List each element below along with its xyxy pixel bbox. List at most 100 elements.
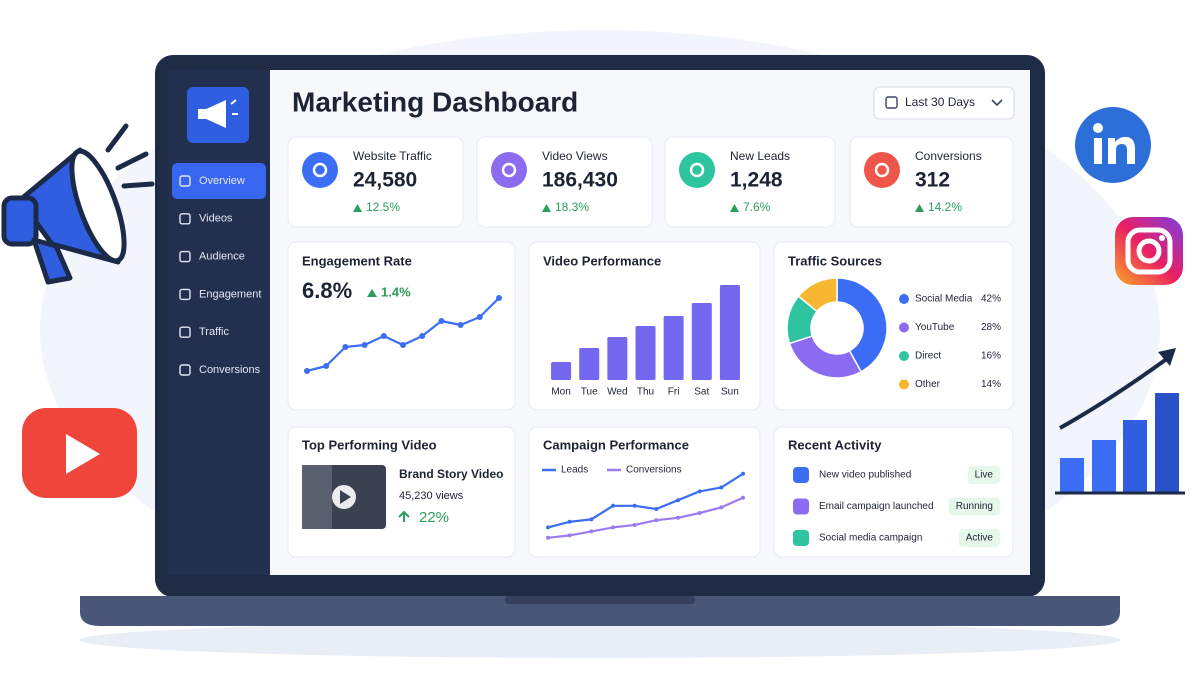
kpi-icon-glyph — [689, 162, 705, 178]
kpi-label: Conversions — [915, 149, 982, 163]
page-title: Marketing Dashboard — [292, 86, 578, 117]
nav-item[interactable]: Videos — [199, 213, 233, 225]
recent-activity: New video published Live Email campaign la… — [793, 466, 1000, 547]
kpi-row: Website Traffic 24,580 12.5% Video Views 186… — [287, 136, 1014, 228]
activity-text: Email campaign launched — [819, 501, 934, 512]
nav-item[interactable]: Overview — [199, 175, 245, 187]
point — [567, 519, 572, 524]
kpi-change: 7.6% — [743, 200, 771, 214]
activity-text: New video published — [819, 470, 911, 481]
point — [632, 503, 637, 508]
activity-icon — [793, 467, 809, 483]
nav-item[interactable]: Conversions — [199, 364, 261, 376]
kpi-icon — [491, 152, 527, 188]
bar — [691, 303, 712, 380]
nav-item[interactable]: Traffic — [199, 326, 229, 338]
kpi-label: Video Views — [542, 149, 608, 163]
nav-icon — [179, 213, 191, 225]
nav-icon — [179, 288, 191, 301]
point — [476, 314, 483, 320]
point — [589, 529, 594, 534]
legend-dot — [899, 351, 909, 361]
point — [342, 344, 349, 350]
up-arrow — [915, 204, 924, 212]
shadow — [80, 622, 1120, 658]
panel-title: Top Performing Video — [302, 437, 437, 452]
kpi-icon — [679, 152, 715, 188]
youtube-icon — [22, 408, 137, 498]
nav-item[interactable]: Engagement — [199, 288, 261, 300]
legend-dot — [899, 322, 909, 333]
x-tick-label: Sat — [694, 387, 709, 398]
up-arrow — [542, 204, 551, 212]
bar — [635, 326, 656, 380]
date-dropdown[interactable]: Last 30 Days — [873, 86, 1015, 120]
point — [611, 503, 615, 508]
kpi-value: 186,430 — [542, 169, 618, 192]
activity-text: Social media campaign — [819, 533, 922, 544]
status-badge — [967, 466, 1000, 484]
kpi-value: 24,580 — [353, 169, 417, 192]
bar — [663, 316, 684, 380]
point — [697, 511, 702, 515]
point — [697, 489, 702, 494]
pie-slice — [797, 277, 838, 313]
growth-icon — [1055, 348, 1185, 495]
sidebar — [168, 70, 270, 575]
activity-icon — [793, 498, 809, 515]
nav-item[interactable]: Audience — [199, 251, 245, 263]
instagram-icon — [1115, 217, 1183, 285]
kpi-change: 18.3% — [555, 200, 589, 214]
kpi-icon — [864, 152, 900, 188]
bar — [607, 337, 628, 380]
top-video: Top Performing Video Brand Story Video 4… — [302, 437, 503, 529]
point — [457, 322, 464, 328]
x-tick-label: Fri — [668, 387, 680, 398]
point — [323, 363, 330, 369]
activity-status: Running — [956, 501, 993, 512]
point — [496, 295, 502, 301]
data-label: 16% — [981, 351, 1001, 362]
point — [741, 471, 745, 476]
bar — [551, 362, 572, 380]
kpi-icon-glyph — [312, 162, 328, 178]
up-arrow — [353, 204, 362, 212]
date-range[interactable]: Last 30 Days — [905, 95, 975, 109]
linkedin-icon — [1075, 107, 1151, 183]
x-tick-label: Thu — [637, 387, 654, 398]
point — [676, 515, 680, 520]
kpi-icon-glyph — [874, 162, 890, 178]
activity-status: Active — [966, 533, 994, 544]
line — [547, 496, 744, 539]
panel-title: Campaign Performance — [543, 437, 689, 452]
nav-active[interactable] — [172, 163, 266, 199]
point — [546, 525, 550, 530]
line — [547, 472, 744, 529]
megaphone-icon — [1, 123, 155, 285]
data-label: 42% — [981, 294, 1001, 305]
legend-dot — [899, 294, 909, 304]
nav-icon — [179, 326, 191, 338]
activity-status: Live — [975, 470, 994, 481]
legend-label: YouTube — [915, 322, 955, 333]
point — [361, 342, 368, 348]
legend-label: Leads — [561, 465, 588, 476]
activity-icon — [793, 530, 809, 546]
bar — [579, 348, 600, 380]
point — [719, 505, 724, 510]
engagement-value: 6.8% — [302, 278, 352, 303]
point — [589, 517, 594, 522]
panel — [287, 241, 516, 411]
up-arrow — [730, 204, 739, 212]
panel — [528, 426, 761, 558]
legend-label: Social Media — [915, 294, 973, 305]
point — [304, 368, 310, 374]
nav-icon — [179, 250, 191, 263]
nav-icon — [179, 364, 191, 376]
legend-label: Other — [915, 379, 941, 390]
legend-label: Conversions — [626, 465, 682, 476]
kpi-value: 312 — [915, 169, 950, 192]
sidebar-nav: Overview Videos Audience Engagement Traffic C… — [172, 163, 266, 376]
x-tick-label: Wed — [607, 387, 627, 398]
legend-label: Direct — [915, 351, 941, 362]
